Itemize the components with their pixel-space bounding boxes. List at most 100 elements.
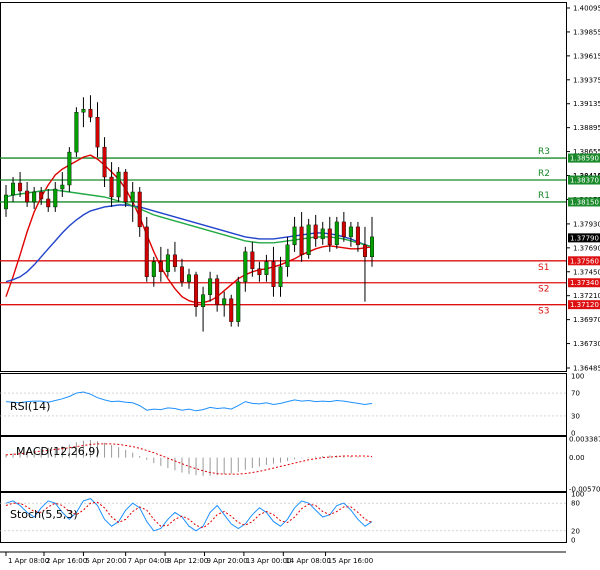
price-tick-label: 1.39375 [573,76,600,84]
moving-average-line [5,204,373,283]
price-tick-label: 1.38895 [573,124,600,132]
time-tick-label: 2 Apr 16:00 [46,557,87,565]
candle-body [123,171,128,203]
candle-body [264,261,269,275]
candle-body [11,182,16,196]
level-badge-r2-bg [568,175,600,185]
panel-frames [0,2,567,553]
pivot-label-r2: R2 [538,169,550,179]
candle-body [186,274,191,282]
candle-body [257,268,262,275]
panel-frame [0,2,567,372]
candle-body [229,298,234,322]
level-badge-r3-bg [568,153,600,163]
moving-averages [5,154,373,304]
rsi-tick-label: 30 [571,412,580,420]
candle-body [151,261,156,277]
stoch-tick-label: 20 [571,527,580,535]
price-tick-label: 1.36485 [573,365,600,373]
stoch-signal-line [5,501,373,529]
candle-body [194,274,199,307]
price-tick-label: 1.39615 [573,52,600,60]
price-tick-label: 1.39135 [573,100,600,108]
time-tick-label: 5 Apr 20:00 [85,557,126,565]
candle-body [201,294,206,307]
level-badge-r2: 1.38370 [570,177,599,185]
pivot-label-s3: S3 [538,307,549,317]
pivot-label-r1: R1 [538,191,550,201]
time-tick-label: 15 Apr 16:00 [328,557,374,565]
stoch-main-line [5,498,373,532]
candle-body [60,184,65,190]
level-badge-r1: 1.38150 [570,198,599,206]
candle-body [137,191,142,228]
candle-body [236,281,241,322]
candle-body [74,112,79,153]
price-tick-label: 1.37690 [573,244,600,252]
candle-body [285,244,290,267]
candle-body [172,254,177,267]
candle-body [102,146,107,178]
price-tick-label: 1.36970 [573,316,600,324]
price-tick-label: 1.40095 [573,5,600,13]
current-price-badge-bg [568,233,600,243]
panel-frame [0,373,567,436]
candle-body [215,278,220,305]
candle-body [208,278,213,295]
time-tick-label: 9 Apr 20:00 [206,557,247,565]
pivot-label-r3: R3 [538,147,550,157]
level-badge-s3: 1.37120 [570,301,599,309]
pivot-label-s2: S2 [538,285,549,295]
candle-body [243,251,248,282]
moving-average-line [5,189,373,248]
time-tick-label: 8 Apr 12:00 [167,557,208,565]
rsi-line [5,391,373,412]
price-tick-label: 1.39855 [573,28,600,36]
time-tick-label: 7 Apr 04:00 [128,557,169,565]
candle-body [341,221,346,238]
macd-signal-line [5,443,373,475]
rsi-tick-label: 100 [571,373,584,381]
candle-body [299,226,304,256]
candle-body [306,224,311,256]
time-tick-label: 1 Apr 08:00 [8,557,49,565]
candle-body [327,228,332,246]
candle-body [250,251,255,269]
candle-body [355,226,360,246]
candle-body [348,226,353,238]
candle-body [165,254,170,272]
level-badge-s1-bg [568,256,600,266]
candle-body [109,176,114,198]
candle-body [81,109,86,113]
candle-body [116,171,121,198]
rsi-title: RSI(14) [10,400,50,413]
candle-body [334,221,339,246]
candle-body [158,261,163,272]
candle-body [320,228,325,240]
rsi-tick-label: 0 [571,430,575,438]
price-tick-label: 1.36730 [573,340,600,348]
price-tick-label: 1.38655 [573,148,600,156]
candle-body [95,116,100,148]
rsi-tick-label: 70 [571,390,580,398]
candlesticks [3,95,375,332]
level-badge-s1: 1.37560 [570,257,599,265]
price-tick-label: 1.37450 [573,268,600,276]
moving-average-line [5,154,373,304]
price-tick-label: 1.37930 [573,220,600,228]
panel-frame [0,436,567,492]
macd-tick-label: 0.00 [569,454,585,462]
candle-body [53,188,58,208]
candle-body [67,151,72,186]
panel-frame [0,492,567,543]
candle-body [292,226,297,246]
candle-body [39,191,44,200]
candle-body [3,194,8,210]
candle-body [222,298,227,305]
time-tick-label: 14 Apr 08:00 [285,557,331,565]
candle-body [46,198,51,208]
candle-body [144,226,149,277]
candle-body [25,190,30,203]
